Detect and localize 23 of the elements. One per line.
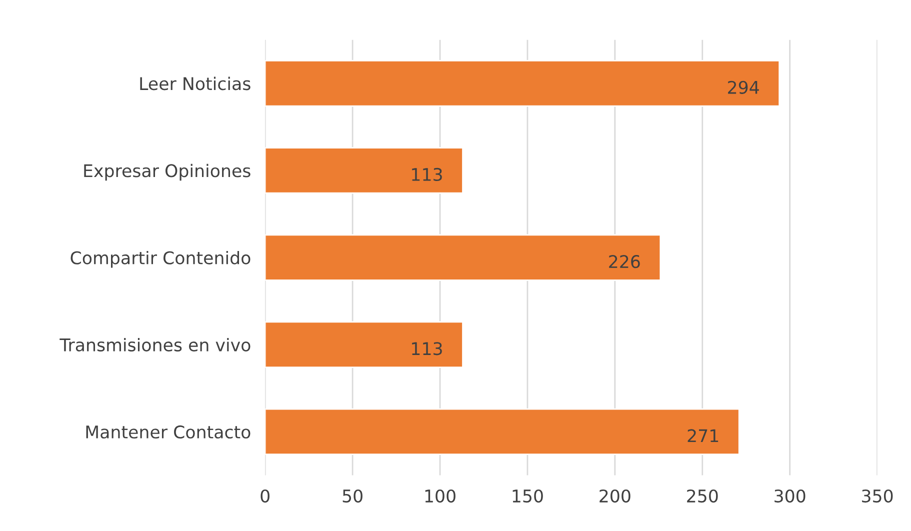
x-tick-label: 300 <box>774 489 806 503</box>
x-tick-label: 100 <box>425 489 456 503</box>
x-tick-label: 50 <box>342 489 362 503</box>
data-label: 294 <box>728 80 759 94</box>
x-tick-label: 250 <box>687 489 718 503</box>
data-label: 271 <box>688 429 718 442</box>
bar <box>265 408 740 456</box>
x-tick-label: 350 <box>862 489 893 503</box>
data-label: 226 <box>609 254 640 268</box>
bar <box>265 147 464 194</box>
bar <box>265 60 780 107</box>
y-tick-label: Expresar Opiniones <box>84 164 250 181</box>
x-tick-label: 150 <box>512 489 543 503</box>
y-tick-label: Mantener Contacto <box>86 425 250 439</box>
bar <box>265 234 662 281</box>
x-tick-label: 0 <box>260 489 270 503</box>
data-label: 113 <box>412 168 442 182</box>
x-tick-label: 200 <box>600 489 630 503</box>
y-tick-label: Compartir Contenido <box>70 250 250 268</box>
data-label: 113 <box>412 342 442 356</box>
y-tick-label: Transmisiones en vivo <box>60 338 250 352</box>
bar <box>265 321 464 368</box>
y-tick-label: Leer Noticias <box>140 76 250 90</box>
